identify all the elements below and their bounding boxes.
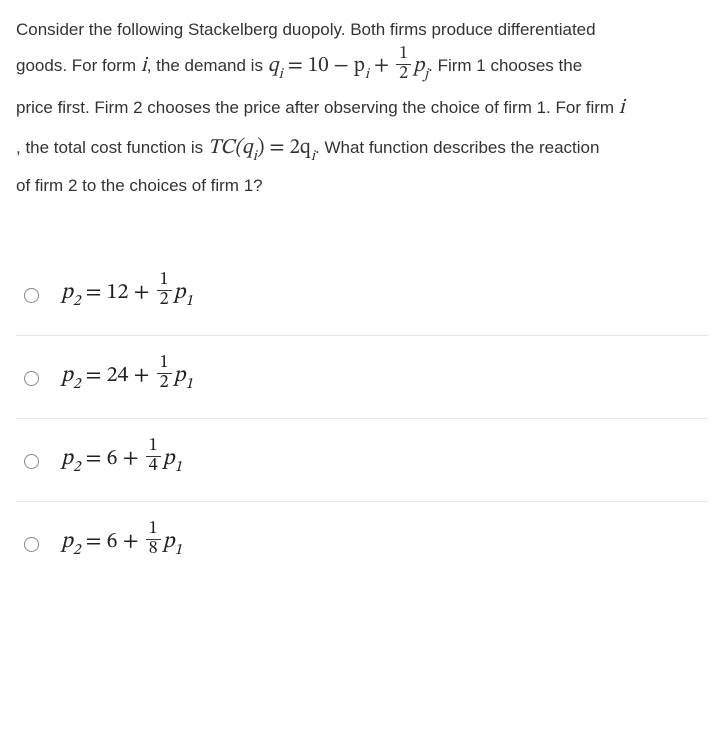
eq-sub: 2 <box>73 542 81 558</box>
eq-part: = 10 − p <box>283 55 365 76</box>
fraction-den: 2 <box>157 374 172 393</box>
question-line-5: of firm 2 to the choices of firm 1? <box>16 170 709 202</box>
option-4[interactable]: p2 = 6 + 18p1 <box>16 501 709 584</box>
option-radio[interactable] <box>24 537 39 552</box>
stem-text: Consider the following Stackelberg duopo… <box>16 20 596 39</box>
eq-const: 24 <box>107 365 129 387</box>
eq-sub: 1 <box>174 459 182 475</box>
eq-part: ) = 2q <box>257 137 311 158</box>
eq-part: TC(q <box>208 137 253 158</box>
stem-text: price first. Firm 2 chooses the price af… <box>16 98 619 117</box>
eq-sub: i <box>253 150 257 164</box>
stem-text: . Firm 1 chooses the <box>428 56 582 75</box>
eq-sub: 2 <box>73 293 81 309</box>
eq-sub: i <box>279 68 283 82</box>
fraction-den: 4 <box>146 457 161 476</box>
eq-part: p <box>413 55 424 76</box>
fraction-den: 8 <box>146 540 161 559</box>
fraction-num: 1 <box>396 45 411 65</box>
option-1[interactable]: p2 = 12 + 12p1 <box>16 253 709 335</box>
eq-part: + <box>369 55 394 76</box>
fraction: 12 <box>157 354 172 393</box>
eq-part: q <box>268 55 279 76</box>
variable-i: i <box>619 97 625 118</box>
question-line-3: price first. Firm 2 chooses the price af… <box>16 88 709 128</box>
eq-sub: 1 <box>185 293 193 309</box>
eq-sub: 1 <box>185 376 193 392</box>
option-radio[interactable] <box>24 454 39 469</box>
fraction-den: 2 <box>157 291 172 310</box>
option-3[interactable]: p2 = 6 + 14p1 <box>16 418 709 501</box>
fraction-num: 1 <box>146 520 161 540</box>
fraction-den: 2 <box>396 65 411 84</box>
question-line-4: , the total cost function is TC(qi) = 2q… <box>16 128 709 170</box>
eq-const: 6 <box>107 448 118 470</box>
fraction: 14 <box>146 437 161 476</box>
stem-text: goods. For form <box>16 56 141 75</box>
fraction: 18 <box>146 520 161 559</box>
demand-equation: qi = 10 − pi + 12pj <box>268 55 428 76</box>
option-equation: p2 = 6 + 14p1 <box>61 439 182 481</box>
option-equation: p2 = 6 + 18p1 <box>61 522 182 564</box>
option-radio[interactable] <box>24 288 39 303</box>
stem-text: . What function describes the reaction <box>315 138 599 157</box>
eq-sub: 2 <box>73 376 81 392</box>
stem-text: , the demand is <box>147 56 268 75</box>
question-line-2: goods. For form i, the demand is qi = 10… <box>16 46 709 88</box>
question-line-1: Consider the following Stackelberg duopo… <box>16 14 709 46</box>
eq-sub: j <box>424 68 428 82</box>
eq-sub: 1 <box>174 542 182 558</box>
fraction-num: 1 <box>157 271 172 291</box>
question-stem: Consider the following Stackelberg duopo… <box>16 14 709 203</box>
eq-sub: i <box>311 150 315 164</box>
stem-text: , the total cost function is <box>16 138 208 157</box>
fraction: 12 <box>396 45 411 84</box>
cost-equation: TC(qi) = 2qi <box>208 137 315 158</box>
fraction-num: 1 <box>146 437 161 457</box>
fraction: 12 <box>157 271 172 310</box>
fraction-num: 1 <box>157 354 172 374</box>
option-equation: p2 = 12 + 12p1 <box>61 273 193 315</box>
stem-text: of firm 2 to the choices of firm 1? <box>16 176 263 195</box>
options-list: p2 = 12 + 12p1 p2 = 24 + 12p1 p2 = 6 + 1… <box>16 253 709 584</box>
option-equation: p2 = 24 + 12p1 <box>61 356 193 398</box>
option-radio[interactable] <box>24 371 39 386</box>
eq-const: 6 <box>107 531 118 553</box>
eq-const: 12 <box>107 282 129 304</box>
eq-sub: i <box>365 68 369 82</box>
eq-sub: 2 <box>73 459 81 475</box>
option-2[interactable]: p2 = 24 + 12p1 <box>16 335 709 418</box>
